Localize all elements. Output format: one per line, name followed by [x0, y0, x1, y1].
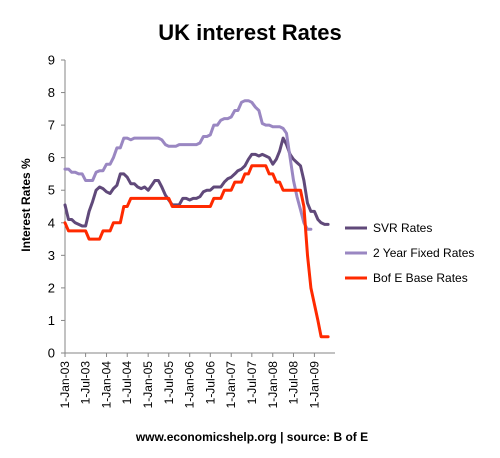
legend: SVR Rates 2 Year Fixed Rates Bof E Base Ra… — [345, 221, 474, 285]
chart-title: UK interest Rates — [158, 20, 341, 45]
legend-label: Bof E Base Rates — [373, 271, 468, 285]
y-tick-labels: 0 1 2 3 4 5 6 7 8 9 — [48, 53, 55, 361]
series-line-2 — [63, 99, 313, 231]
y-tick-label: 5 — [48, 183, 55, 198]
y-tick-label: 6 — [48, 150, 55, 165]
x-tick-label: 1-Jul-05 — [162, 361, 176, 405]
y-tick-label: 2 — [48, 280, 55, 295]
x-tick-label: 1-Jul-04 — [120, 361, 134, 405]
x-tick-label: 1-Jan-03 — [58, 361, 72, 409]
x-tick-label: 1-Jan-08 — [266, 361, 280, 409]
series-lines — [63, 99, 330, 339]
y-axis-label: Interest Rates % — [19, 158, 33, 252]
x-tick-label: 1-Jan-07 — [224, 361, 238, 409]
x-tick-label: 1-Jan-09 — [307, 361, 321, 409]
y-tick-label: 9 — [48, 53, 55, 68]
y-tick-label: 7 — [48, 118, 55, 133]
x-tick-label: 1-Jul-07 — [245, 361, 259, 405]
series-line-3 — [63, 164, 330, 339]
y-tick-label: 3 — [48, 248, 55, 263]
legend-label: SVR Rates — [373, 221, 432, 235]
x-tick-label: 1-Jan-06 — [183, 361, 197, 409]
axes — [61, 59, 335, 357]
legend-label: 2 Year Fixed Rates — [373, 246, 474, 260]
x-tick-label: 1-Jan-04 — [100, 361, 114, 409]
source-note: www.economicshelp.org | source: B of E — [135, 430, 368, 444]
y-tick-label: 4 — [48, 215, 55, 230]
x-tick-labels: 1-Jan-03 1-Jul-03 1-Jan-04 1-Jul-04 1-Jan-05… — [58, 361, 321, 409]
series-line-1 — [63, 136, 330, 228]
x-tick-label: 1-Jul-03 — [79, 361, 93, 405]
x-tick-label: 1-Jul-06 — [203, 361, 217, 405]
y-tick-label: 0 — [48, 346, 55, 361]
y-tick-label: 1 — [48, 313, 55, 328]
y-tick-label: 8 — [48, 85, 55, 100]
x-tick-label: 1-Jan-05 — [141, 361, 155, 409]
x-tick-label: 1-Jul-08 — [286, 361, 300, 405]
